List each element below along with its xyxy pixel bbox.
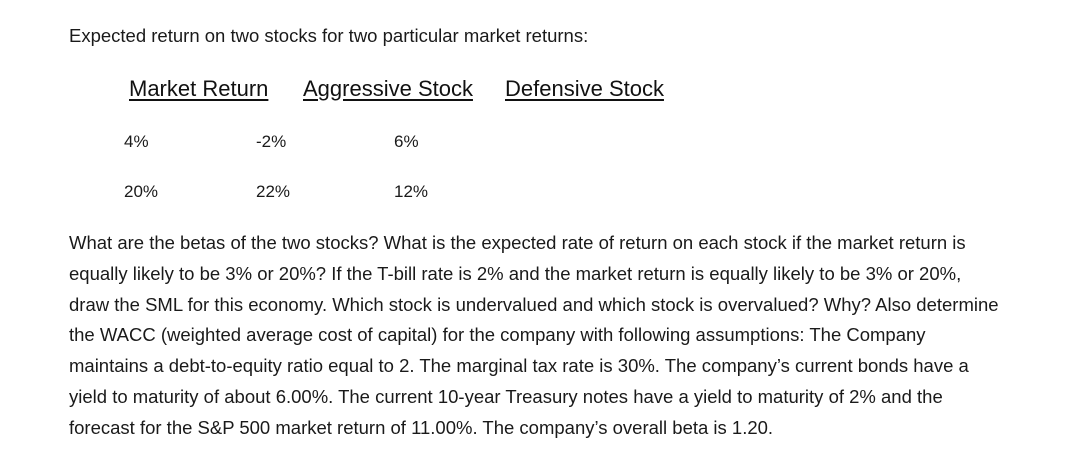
intro-text: Expected return on two stocks for two pa… bbox=[69, 25, 589, 46]
header-aggressive-stock: Aggressive Stock bbox=[303, 76, 473, 101]
table-cell: 6% bbox=[394, 132, 419, 151]
table-cell: 20% bbox=[124, 182, 159, 201]
table-cell: 22% bbox=[256, 182, 291, 201]
table-cell: 12% bbox=[394, 182, 429, 201]
header-defensive-stock: Defensive Stock bbox=[505, 76, 664, 101]
table-cell: 4% bbox=[124, 132, 149, 151]
question-paragraph: What are the betas of the two stocks? Wh… bbox=[69, 232, 999, 438]
header-market-return: Market Return bbox=[129, 76, 269, 101]
table-cell: -2% bbox=[256, 132, 287, 151]
